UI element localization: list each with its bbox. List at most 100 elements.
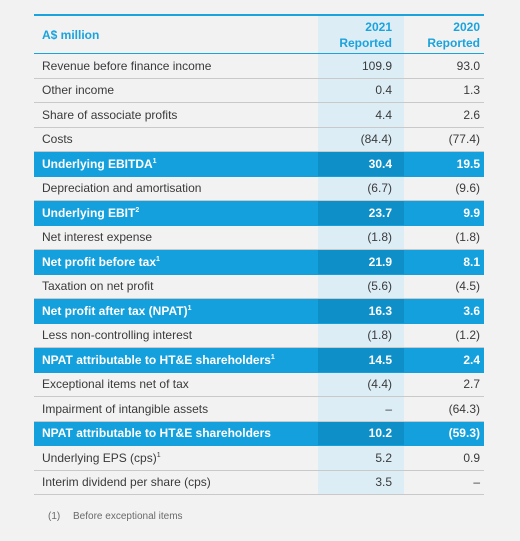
row-label-text: Underlying EBITDA <box>42 156 153 171</box>
row-label-text: Depreciation and amortisation <box>42 181 202 196</box>
row-label: Net profit before tax1 <box>34 255 312 269</box>
footnote: (1) Before exceptional items <box>48 511 183 522</box>
table-row: Underlying EBIT2 23.7 9.9 <box>34 201 484 226</box>
value-2020: 9.9 <box>463 205 480 220</box>
table-row: Underlying EBITDA1 30.4 19.5 <box>34 152 484 177</box>
row-label: Underlying EBIT2 <box>34 206 312 220</box>
financial-table: A$ million 2021 Reported 2020 Reported R… <box>34 14 484 495</box>
row-label: Underlying EPS (cps)1 <box>34 451 312 465</box>
value-2020: 2.7 <box>463 377 480 392</box>
value-2020: 19.5 <box>456 156 480 171</box>
value-2020: (1.2) <box>455 328 480 343</box>
header-col-2021-year: 2021 <box>365 19 392 34</box>
value-2021: 5.2 <box>375 450 392 465</box>
footnote-marker: 1 <box>187 304 192 312</box>
row-label-text: Underlying EBIT <box>42 205 136 220</box>
value-2021: (1.8) <box>367 230 392 245</box>
table-row: Depreciation and amortisation (6.7) (9.6) <box>34 177 484 201</box>
value-2020: 2.4 <box>463 352 480 367</box>
table-row: NPAT attributable to HT&E shareholders1 1… <box>34 348 484 373</box>
table-row: Net profit after tax (NPAT)1 16.3 3.6 <box>34 299 484 324</box>
row-label-text: Impairment of intangible assets <box>42 401 209 416</box>
table-row: Taxation on net profit (5.6) (4.5) <box>34 275 484 299</box>
footnote-marker: 1 <box>156 255 160 263</box>
value-2020: (77.4) <box>448 132 480 147</box>
value-2021: 3.5 <box>375 475 392 490</box>
row-label: Net interest expense <box>34 230 312 244</box>
row-label: NPAT attributable to HT&E shareholders <box>34 426 312 440</box>
row-label-text: Share of associate profits <box>42 107 178 122</box>
value-2020: (4.5) <box>455 279 480 294</box>
table-row: Interim dividend per share (cps) 3.5 – <box>34 471 484 495</box>
table-row: Exceptional items net of tax (4.4) 2.7 <box>34 373 484 397</box>
row-label: Costs <box>34 132 312 146</box>
value-2021: 4.4 <box>375 107 392 122</box>
value-2020: – <box>473 475 480 490</box>
value-2021: (84.4) <box>360 132 392 147</box>
table-row: Less non-controlling interest (1.8) (1.2) <box>34 324 484 348</box>
row-label-text: NPAT attributable to HT&E shareholders <box>42 426 271 441</box>
row-label: NPAT attributable to HT&E shareholders1 <box>34 353 312 367</box>
row-label-text: Underlying EPS (cps) <box>42 450 157 465</box>
footnote-marker: 1 <box>270 353 275 361</box>
value-2020: 0.9 <box>463 450 480 465</box>
row-label: Impairment of intangible assets <box>34 402 312 416</box>
table-row: Costs (84.4) (77.4) <box>34 128 484 152</box>
row-label: Depreciation and amortisation <box>34 181 312 195</box>
row-label: Exceptional items net of tax <box>34 377 312 391</box>
table-row: Impairment of intangible assets – (64.3) <box>34 397 484 422</box>
value-2021: 30.4 <box>318 152 404 176</box>
value-2020: (9.6) <box>455 181 480 196</box>
table-row: Net profit before tax1 21.9 8.1 <box>34 250 484 275</box>
row-label-text: Revenue before finance income <box>42 58 212 73</box>
table-row: NPAT attributable to HT&E shareholders 10… <box>34 421 484 446</box>
row-label: Other income <box>34 83 312 97</box>
row-label: Underlying EBITDA1 <box>34 157 312 171</box>
header-col-2020-sub: Reported <box>427 35 480 50</box>
footnote-marker: 1 <box>156 451 161 459</box>
value-2021: (1.8) <box>367 328 392 343</box>
footnote-number: (1) <box>48 511 61 522</box>
table-row: Net interest expense (1.8) (1.8) <box>34 226 484 250</box>
value-2021: 0.4 <box>375 83 392 98</box>
value-2021: (6.7) <box>367 181 392 196</box>
footnote-marker: 1 <box>152 157 157 165</box>
footnote-text: Before exceptional items <box>73 511 183 522</box>
table-row: Share of associate profits 4.4 2.6 <box>34 103 484 128</box>
value-2020: 8.1 <box>463 254 480 269</box>
value-2021: 109.9 <box>361 58 392 73</box>
row-label: Taxation on net profit <box>34 279 312 293</box>
value-2021: 21.9 <box>318 250 404 274</box>
row-label-text: Other income <box>42 83 115 98</box>
row-label: Interim dividend per share (cps) <box>34 475 312 489</box>
table-row: Revenue before finance income 109.9 93.0 <box>34 54 484 79</box>
table-header: A$ million 2021 Reported 2020 Reported <box>34 14 484 54</box>
value-2021: 23.7 <box>318 201 404 225</box>
value-2020: 1.3 <box>463 83 480 98</box>
row-label-text: NPAT attributable to HT&E shareholders <box>42 352 271 367</box>
value-2020: (59.3) <box>448 426 480 441</box>
value-2021: (4.4) <box>367 377 392 392</box>
row-label-text: Costs <box>42 132 73 147</box>
row-label-text: Net interest expense <box>42 230 153 245</box>
value-2020: (64.3) <box>448 401 480 416</box>
header-col-2021: 2021 Reported <box>318 19 404 51</box>
row-label-text: Less non-controlling interest <box>42 328 193 343</box>
value-2020: (1.8) <box>455 230 480 245</box>
row-label-text: Interim dividend per share (cps) <box>42 475 211 490</box>
header-unit-label: A$ million <box>42 27 100 42</box>
row-label-text: Net profit before tax <box>42 254 157 269</box>
value-2021: 10.2 <box>318 421 404 445</box>
header-col-2020-year: 2020 <box>453 19 480 34</box>
row-label: Share of associate profits <box>34 108 312 122</box>
row-label: Revenue before finance income <box>34 59 312 73</box>
footnote-marker: 2 <box>135 206 140 214</box>
header-col-2020: 2020 Reported <box>404 19 484 51</box>
value-2021: (5.6) <box>367 279 392 294</box>
value-2020: 2.6 <box>463 107 480 122</box>
header-col-2021-sub: Reported <box>339 35 392 50</box>
row-label-text: Exceptional items net of tax <box>42 377 189 392</box>
row-label: Net profit after tax (NPAT)1 <box>34 304 312 318</box>
value-2021: 14.5 <box>318 348 404 372</box>
table-row: Other income 0.4 1.3 <box>34 79 484 103</box>
